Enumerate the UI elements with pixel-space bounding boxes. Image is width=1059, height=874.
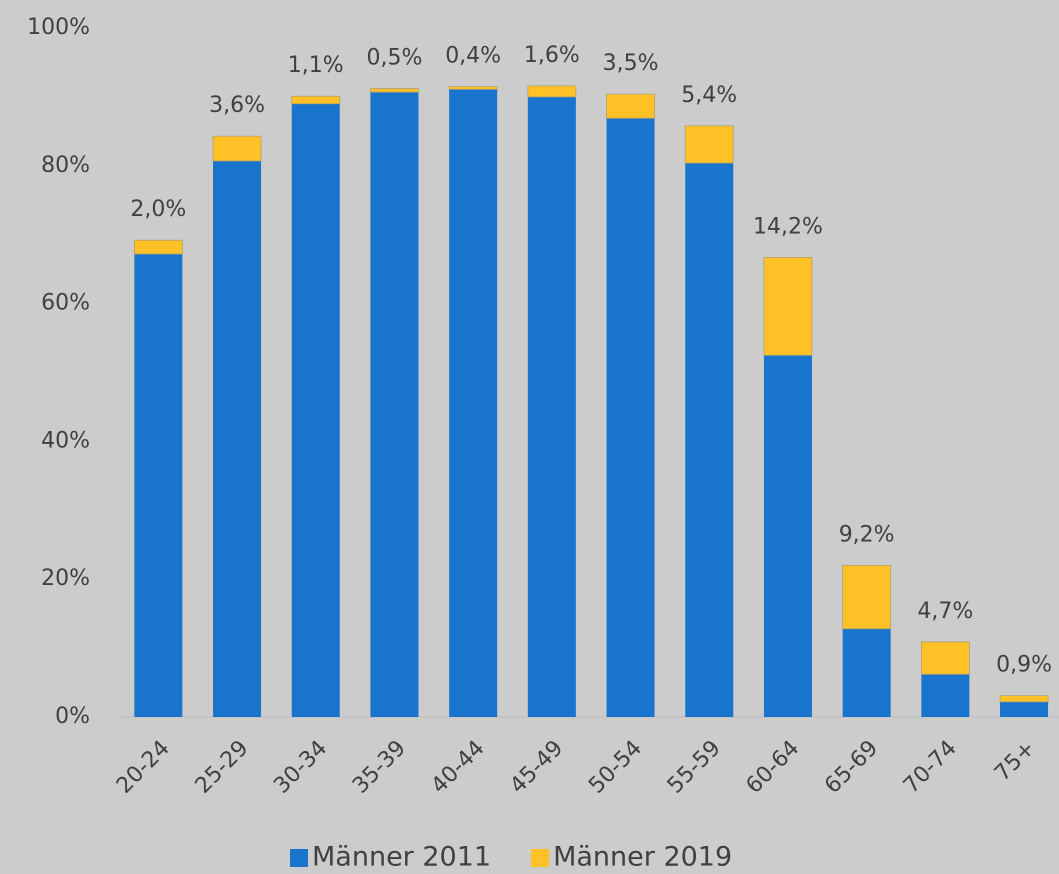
bar-segment (999, 695, 1049, 703)
data-label: 9,2% (839, 522, 895, 547)
x-tick-label: 35-39 (348, 736, 411, 799)
data-label: 5,4% (681, 83, 737, 108)
bar-segment (527, 85, 577, 98)
x-tick-label: 70-74 (899, 736, 962, 799)
x-tick-label: 25-29 (191, 736, 254, 799)
bar-segment (527, 96, 576, 717)
data-label: 3,6% (209, 93, 265, 118)
x-tick-label: 30-34 (269, 736, 332, 799)
data-label: 2,0% (130, 197, 186, 222)
bar-segment (291, 103, 340, 718)
legend-label: Männer 2019 (553, 842, 732, 873)
x-tick-label: 55-59 (663, 736, 726, 799)
bar-segment (606, 118, 655, 717)
legend-swatch (290, 849, 308, 867)
y-tick-label: 60% (41, 291, 90, 316)
bar-segment (1000, 701, 1049, 717)
data-label: 1,1% (288, 53, 344, 78)
bar-segment (370, 92, 419, 717)
data-label: 0,9% (996, 653, 1052, 678)
bar-segment (684, 125, 734, 164)
bar-segment (370, 88, 419, 93)
bar-segment (449, 89, 498, 718)
bar-segment (763, 257, 813, 356)
x-tick-label: 65-69 (820, 736, 883, 799)
x-tick-label: 75+ (990, 736, 1041, 787)
data-label: 14,2% (753, 214, 823, 239)
legend-label: Männer 2011 (312, 842, 491, 873)
y-tick-label: 20% (41, 566, 90, 591)
data-label: 1,6% (524, 43, 580, 68)
bar-segment (606, 93, 655, 119)
x-tick-label: 60-64 (742, 736, 805, 799)
y-tick-label: 80% (41, 153, 90, 178)
x-tick-label: 20-24 (112, 736, 175, 799)
y-tick-label: 40% (41, 428, 90, 453)
y-tick-label: 0% (55, 704, 90, 729)
legend-swatch (531, 849, 550, 867)
bar-segment (133, 239, 183, 255)
bar-segment (291, 95, 341, 105)
y-tick-label: 100% (27, 15, 90, 40)
bar-segment (685, 163, 734, 717)
bar-segment (920, 641, 970, 675)
data-label: 4,7% (917, 599, 973, 624)
bar-segment (921, 674, 970, 717)
bar-segment (842, 565, 892, 630)
x-tick-label: 45-49 (505, 736, 568, 799)
bar-segment (448, 86, 498, 90)
data-label: 0,4% (445, 44, 501, 69)
bar-segment (134, 253, 183, 717)
bar-segment (842, 628, 891, 717)
bar-segment (213, 160, 262, 718)
bar-segment (763, 355, 812, 717)
data-label: 3,5% (603, 51, 659, 76)
x-tick-label: 50-54 (584, 736, 647, 799)
bar-segment (212, 135, 262, 162)
x-tick-label: 40-44 (427, 736, 490, 799)
data-label: 0,5% (366, 46, 422, 71)
